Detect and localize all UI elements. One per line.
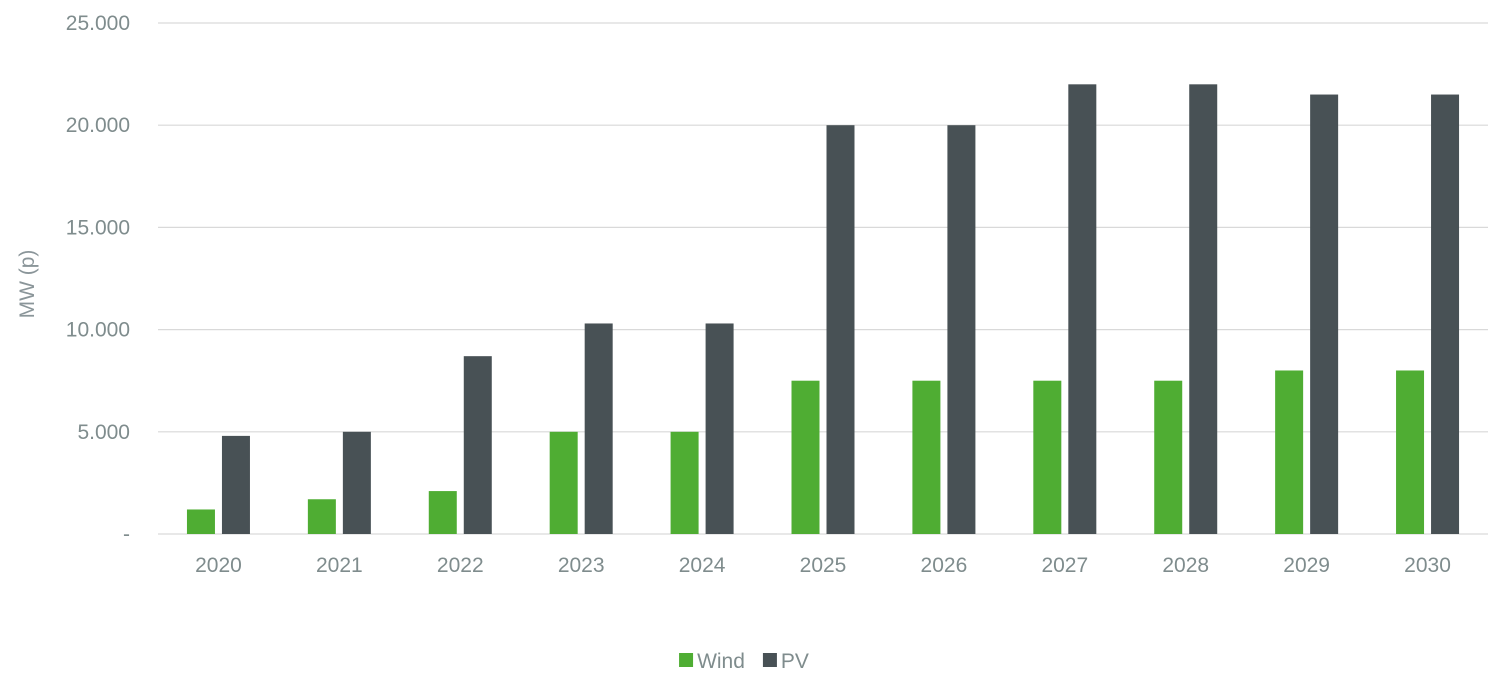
legend-label-pv: PV (781, 650, 809, 673)
y-tick-label: - (123, 523, 130, 546)
bars (186, 84, 1460, 534)
bar-pv-2023 (584, 323, 613, 534)
bar-pv-2026 (947, 125, 976, 534)
bar-pv-2027 (1068, 84, 1097, 534)
y-tick-label: 15.000 (66, 216, 130, 239)
legend-swatch-wind (679, 653, 694, 667)
y-tick-label: 10.000 (66, 319, 130, 342)
bar-wind-2025 (791, 380, 820, 534)
x-tick-label: 2022 (437, 554, 484, 577)
bar-wind-2026 (912, 380, 941, 534)
bar-wind-2029 (1275, 370, 1304, 534)
bar-wind-2027 (1033, 380, 1062, 534)
bar-pv-2030 (1431, 94, 1460, 534)
legend: Wind PV (679, 650, 809, 673)
bar-wind-2030 (1396, 370, 1425, 534)
bar-wind-2024 (670, 431, 699, 534)
bar-wind-2023 (549, 431, 578, 534)
x-tick-label: 2023 (558, 554, 605, 577)
bar-pv-2025 (826, 125, 855, 534)
x-tick-label: 2029 (1283, 554, 1330, 577)
x-tick-label: 2021 (316, 554, 363, 577)
bar-pv-2028 (1189, 84, 1218, 534)
y-tick-label: 20.000 (66, 114, 130, 137)
x-tick-label: 2026 (921, 554, 968, 577)
legend-label-wind: Wind (697, 650, 745, 673)
x-axis-ticks: 2020 2021 2022 2023 2024 2025 2026 2027 2028 2029… (195, 554, 1451, 577)
x-tick-label: 2024 (679, 554, 726, 577)
bar-pv-2029 (1310, 94, 1339, 534)
y-axis-title: MW (p) (16, 250, 39, 319)
y-axis-ticks: - 5.000 10.000 15.000 20.000 25.000 (66, 12, 130, 546)
bar-pv-2022 (463, 356, 492, 534)
gridlines (158, 22, 1488, 535)
x-tick-label: 2027 (1041, 554, 1088, 577)
bar-wind-2022 (428, 491, 457, 534)
x-tick-label: 2020 (195, 554, 242, 577)
x-tick-label: 2028 (1162, 554, 1209, 577)
y-tick-label: 25.000 (66, 12, 130, 35)
x-tick-label: 2030 (1404, 554, 1451, 577)
bar-pv-2024 (705, 323, 734, 534)
bar-wind-2020 (186, 509, 215, 534)
bar-wind-2021 (307, 499, 336, 534)
bar-pv-2021 (342, 431, 371, 534)
legend-swatch-pv (762, 653, 777, 667)
bar-pv-2020 (221, 435, 250, 534)
bar-wind-2028 (1154, 380, 1183, 534)
x-tick-label: 2025 (800, 554, 847, 577)
y-tick-label: 5.000 (77, 421, 130, 444)
